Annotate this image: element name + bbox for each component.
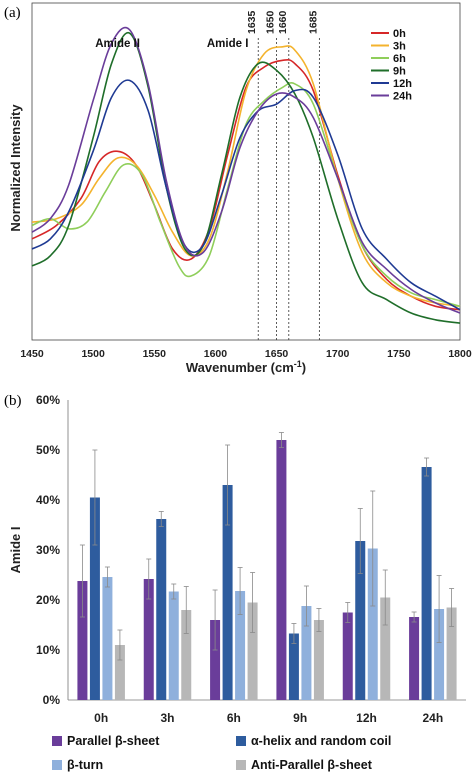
legend-label-b-2: β-turn: [67, 758, 103, 772]
panel-b: (b) 0%10%20%30%40%50%60% 0h 3h 6h 9h 12h 24h …: [4, 393, 466, 772]
bar-9h-3: [313, 620, 324, 700]
category-label-0h: 0h: [94, 711, 108, 725]
y-tick-label-0: 0%: [43, 693, 61, 707]
x-tick-label-1650: 1650: [265, 348, 289, 360]
legend-swatch-b-1: [236, 736, 246, 746]
bar-3h-1: [156, 519, 167, 700]
bar-6h-3: [247, 602, 258, 700]
bar-9h-1: [288, 633, 299, 700]
legend-label-0h: 0h: [393, 28, 406, 40]
x-tick-label-1800: 1800: [448, 348, 472, 360]
category-labels: 0h 3h 6h 9h 12h 24h: [94, 711, 443, 725]
bar-9h-0: [276, 440, 287, 700]
legend-label-b-3: Anti-Parallel β-sheet: [251, 758, 373, 772]
bar-12h-2: [367, 548, 378, 700]
x-tick-label-1450: 1450: [20, 348, 44, 360]
reference-label-1635: 1635: [246, 10, 258, 34]
y-tick-label-4: 40%: [36, 493, 60, 507]
y-tick-label-6: 60%: [36, 393, 60, 407]
series-line-0h: [31, 58, 461, 311]
legend-label-6h: 6h: [393, 53, 406, 65]
bar-24h-3: [446, 607, 457, 700]
bar-3h-3: [181, 610, 192, 700]
legend-label-9h: 9h: [393, 66, 406, 78]
bar-0h-1: [89, 497, 100, 700]
y-tick-label-5: 50%: [36, 443, 60, 457]
reference-lines: 1635 1650 1660 1685: [246, 10, 320, 340]
legend-b: Parallel β-sheet α-helix and random coil β…: [52, 734, 391, 772]
annotation-amide-ii: Amide II: [95, 38, 140, 50]
panel-b-label: (b): [4, 393, 22, 409]
reference-label-1650: 1650: [265, 10, 277, 34]
panel-a-label: (a): [4, 5, 21, 21]
bar-6h-2: [235, 591, 246, 700]
legend-label-b-1: α-helix and random coil: [251, 734, 391, 748]
bar-3h-2: [168, 591, 179, 700]
series-line-6h: [31, 82, 461, 308]
bar-3h-0: [143, 579, 154, 700]
series-line-9h: [31, 31, 461, 324]
category-label-9h: 9h: [293, 711, 307, 725]
legend-swatch-b-2: [52, 760, 62, 770]
legend-swatch-b-3: [236, 760, 246, 770]
bar-6h-0: [210, 620, 221, 700]
series-line-3h: [31, 45, 461, 308]
x-axis-title: Wavenumber (cm-1): [186, 359, 306, 375]
y-tick-label-2: 20%: [36, 593, 60, 607]
category-label-6h: 6h: [227, 711, 241, 725]
spectra-lines: [31, 26, 461, 324]
panel-a: (a) 1635 1650 1660 1685 1450 1500 1550 1600 165…: [4, 2, 472, 375]
category-label-3h: 3h: [160, 711, 174, 725]
reference-label-1660: 1660: [277, 10, 289, 34]
y-tick-labels: 0% 10% 20% 30% 40% 50% 60%: [36, 393, 60, 707]
bar-12h-3: [380, 597, 391, 700]
y-axis-title-b: Amide I: [8, 527, 23, 574]
bar-12h-1: [355, 541, 366, 700]
series-line-24h: [31, 26, 461, 314]
x-tick-labels: 1450 1500 1550 1600 1650 1700 1750 1800: [20, 348, 472, 360]
plot-a-frame: [31, 2, 461, 341]
legend-swatch-b-0: [52, 736, 62, 746]
bars: [77, 432, 457, 700]
legend-label-3h: 3h: [393, 41, 406, 53]
x-tick-label-1500: 1500: [81, 348, 105, 360]
legend-label-24h: 24h: [393, 91, 412, 103]
category-label-24h: 24h: [422, 711, 443, 725]
x-tick-label-1550: 1550: [143, 348, 167, 360]
bar-0h-2: [102, 577, 113, 700]
bar-12h-0: [342, 612, 353, 700]
bar-24h-1: [421, 467, 432, 700]
bar-6h-1: [222, 485, 233, 700]
annotation-amide-i: Amide I: [207, 38, 249, 50]
x-tick-label-1600: 1600: [204, 348, 228, 360]
bar-0h-0: [77, 581, 88, 700]
bar-24h-0: [409, 617, 420, 700]
y-axis-title: Normalized Intensity: [8, 104, 23, 232]
bar-0h-3: [114, 645, 125, 700]
legend-label-12h: 12h: [393, 78, 412, 90]
x-tick-label-1700: 1700: [326, 348, 350, 360]
reference-label-1685: 1685: [307, 10, 319, 34]
y-tick-label-1: 10%: [36, 643, 60, 657]
bar-24h-2: [434, 609, 445, 700]
legend-label-b-0: Parallel β-sheet: [67, 734, 160, 748]
bar-9h-2: [301, 606, 312, 700]
x-tick-label-1750: 1750: [387, 348, 411, 360]
y-tick-label-3: 30%: [36, 543, 60, 557]
category-label-12h: 12h: [356, 711, 377, 725]
series-line-12h: [31, 79, 461, 311]
